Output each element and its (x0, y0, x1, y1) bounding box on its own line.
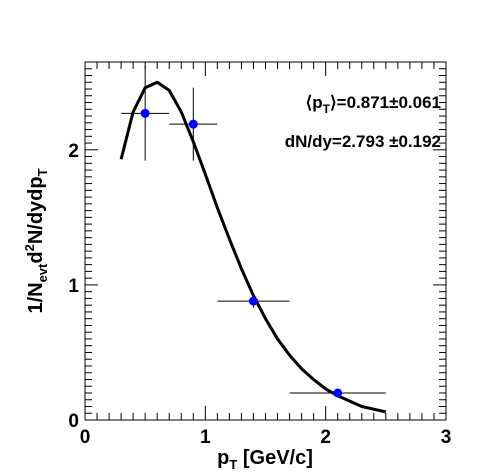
fit-curve (119, 80, 387, 414)
tick-labels: 0 1 2 3 0 1 2 (68, 141, 451, 448)
y-tick-label: 2 (68, 141, 79, 162)
x-tick-label: 1 (200, 427, 211, 448)
y-tick-label: 1 (68, 276, 79, 297)
y-tick-label: 0 (68, 411, 79, 432)
data-point (248, 296, 258, 306)
x-axis-label: pT [GeV/c] (217, 447, 313, 472)
y-axis-label: 1/Nevtd2N/dydpT (22, 168, 50, 313)
mean-pt-annotation: ⟨pT⟩=0.871±0.061 (306, 93, 441, 116)
data-point (333, 388, 343, 398)
x-tick-label: 3 (441, 427, 452, 448)
data-point (140, 108, 150, 118)
error-bars (121, 66, 386, 398)
dndy-annotation: dN/dy=2.793 ±0.192 (285, 132, 441, 151)
x-tick-label: 0 (80, 427, 91, 448)
x-tick-label: 2 (320, 427, 331, 448)
plot-frame (84, 61, 447, 421)
axis-ticks (84, 61, 447, 421)
data-points (140, 108, 343, 398)
data-point (188, 119, 198, 129)
